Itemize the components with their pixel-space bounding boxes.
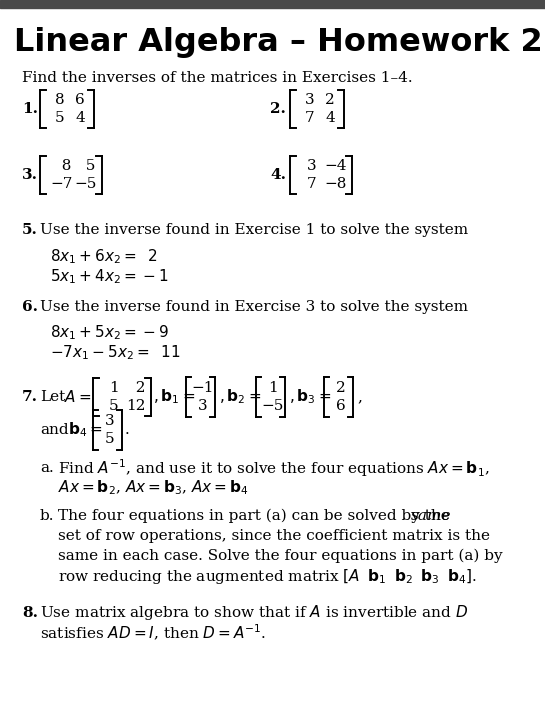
Text: 3: 3 — [198, 399, 208, 413]
Text: −8: −8 — [325, 177, 347, 191]
Text: Find the inverses of the matrices in Exercises 1–4.: Find the inverses of the matrices in Exe… — [22, 71, 413, 85]
Text: −5: −5 — [75, 177, 97, 191]
Text: 12: 12 — [126, 399, 146, 413]
Text: 8: 8 — [52, 159, 72, 173]
Text: 5: 5 — [109, 399, 119, 413]
Text: b.: b. — [40, 509, 54, 523]
Text: Use the inverse found in Exercise 3 to solve the system: Use the inverse found in Exercise 3 to s… — [40, 300, 468, 314]
Text: 2.: 2. — [270, 102, 286, 116]
Text: Linear Algebra – Homework 2: Linear Algebra – Homework 2 — [14, 27, 543, 58]
Text: same in each case. Solve the four equations in part (a) by: same in each case. Solve the four equati… — [58, 549, 502, 563]
Text: 4: 4 — [75, 111, 85, 125]
Text: −5: −5 — [262, 399, 284, 413]
Text: 7: 7 — [307, 177, 317, 191]
Text: 5: 5 — [55, 111, 65, 125]
Text: Find $A^{-1}$, and use it to solve the four equations $Ax = \mathbf{b}_1$,: Find $A^{-1}$, and use it to solve the f… — [58, 457, 489, 479]
Text: 4.: 4. — [270, 168, 286, 182]
Text: 3: 3 — [307, 159, 317, 173]
Text: $8x_1 + 5x_2 = -9$: $8x_1 + 5x_2 = -9$ — [50, 324, 169, 342]
Text: set of row operations, since the coefficient matrix is the: set of row operations, since the coeffic… — [58, 529, 490, 543]
Text: $, \mathbf{b}_3 =$: $, \mathbf{b}_3 =$ — [289, 388, 331, 407]
Text: 3.: 3. — [22, 168, 38, 182]
Text: Use the inverse found in Exercise 1 to solve the system: Use the inverse found in Exercise 1 to s… — [40, 223, 468, 237]
Text: row reducing the augmented matrix $[A \;\; \mathbf{b}_1 \;\; \mathbf{b}_2 \;\; \: row reducing the augmented matrix $[A \;… — [58, 567, 477, 585]
Text: 2: 2 — [325, 93, 335, 107]
Text: 3: 3 — [305, 93, 315, 107]
Text: 3: 3 — [105, 414, 115, 428]
Text: 2: 2 — [336, 381, 346, 395]
Text: .: . — [125, 423, 130, 437]
Text: Let: Let — [40, 390, 65, 404]
Text: $, \mathbf{b}_2 =$: $, \mathbf{b}_2 =$ — [219, 388, 261, 407]
Text: 6: 6 — [75, 93, 85, 107]
Text: and: and — [40, 423, 69, 437]
Text: $A =$: $A =$ — [64, 389, 92, 405]
Text: 6: 6 — [336, 399, 346, 413]
Text: 5.: 5. — [22, 223, 38, 237]
Text: 2: 2 — [126, 381, 146, 395]
Text: The four equations in part (a) can be solved by the: The four equations in part (a) can be so… — [58, 509, 450, 523]
Text: 7.: 7. — [22, 390, 38, 404]
Text: 1: 1 — [268, 381, 278, 395]
Text: 5: 5 — [76, 159, 96, 173]
Text: −1: −1 — [192, 381, 214, 395]
Text: $, \mathbf{b}_1 =$: $, \mathbf{b}_1 =$ — [153, 388, 195, 407]
Text: a.: a. — [40, 461, 54, 475]
Text: ,: , — [357, 390, 362, 404]
Bar — [0, 0, 545, 8]
Text: 7: 7 — [305, 111, 315, 125]
Text: $-7x_1 - 5x_2 = \;\;11$: $-7x_1 - 5x_2 = \;\;11$ — [50, 344, 180, 363]
Text: 1: 1 — [109, 381, 119, 395]
Text: Use matrix algebra to show that if $A$ is invertible and $D$: Use matrix algebra to show that if $A$ i… — [40, 603, 468, 622]
Text: 5: 5 — [105, 432, 115, 446]
Text: −4: −4 — [325, 159, 347, 173]
Text: $Ax = \mathbf{b}_2$, $Ax = \mathbf{b}_3$, $Ax = \mathbf{b}_4$: $Ax = \mathbf{b}_2$, $Ax = \mathbf{b}_3$… — [58, 479, 249, 497]
Text: 1.: 1. — [22, 102, 38, 116]
Text: $\mathbf{b}_4 =$: $\mathbf{b}_4 =$ — [68, 420, 102, 439]
Text: 4: 4 — [325, 111, 335, 125]
Text: $8x_1 + 6x_2 = \;\; 2$: $8x_1 + 6x_2 = \;\; 2$ — [50, 247, 158, 266]
Text: 8: 8 — [55, 93, 65, 107]
Text: same: same — [411, 509, 451, 523]
Text: −7: −7 — [51, 177, 73, 191]
Text: 6.: 6. — [22, 300, 38, 314]
Text: $5x_1 + 4x_2 = -1$: $5x_1 + 4x_2 = -1$ — [50, 267, 168, 286]
Text: 8.: 8. — [22, 606, 38, 620]
Text: satisfies $AD = I$, then $D = A^{-1}$.: satisfies $AD = I$, then $D = A^{-1}$. — [40, 623, 267, 643]
